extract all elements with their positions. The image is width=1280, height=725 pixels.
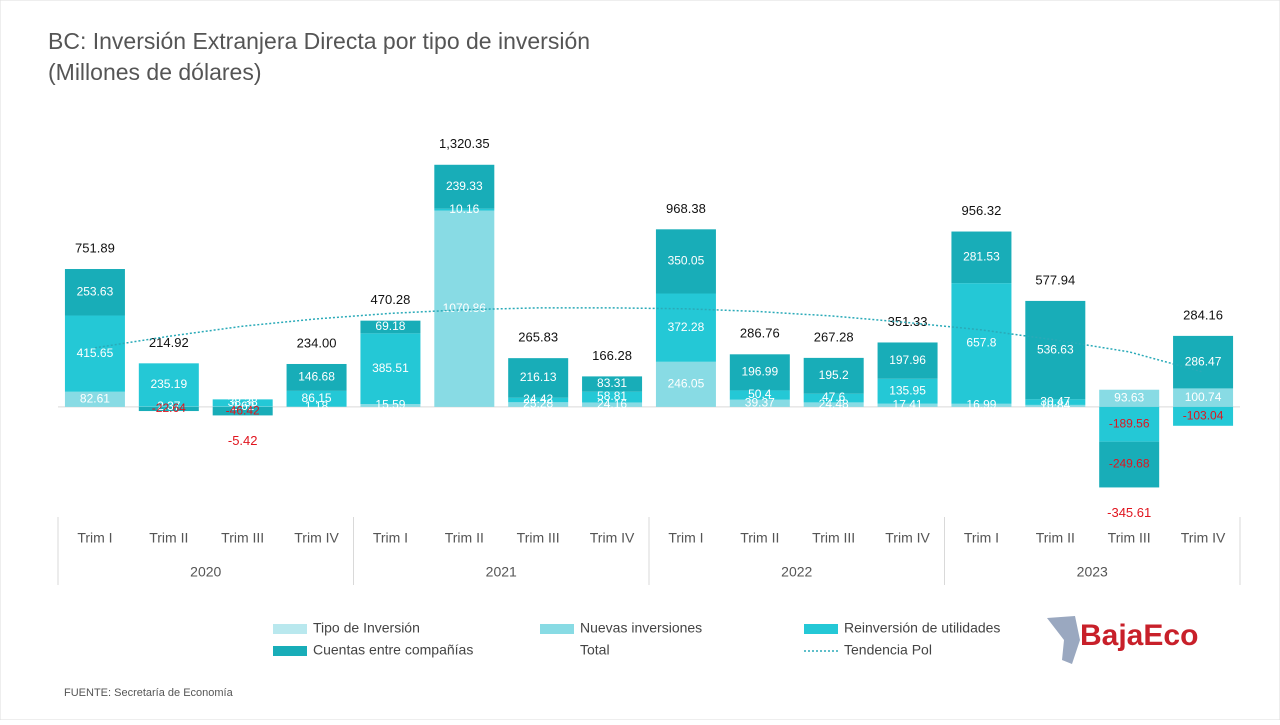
legend-label: Tipo de Inversión bbox=[313, 620, 420, 636]
segment-label: 69.18 bbox=[375, 319, 405, 333]
logo-text: BajaEco bbox=[1080, 619, 1198, 652]
segment-label: 16.99 bbox=[966, 398, 996, 412]
x-tick-label: Trim III bbox=[1108, 530, 1151, 546]
segment-label: 372.28 bbox=[668, 320, 705, 334]
segment-label: 196.99 bbox=[741, 365, 778, 379]
x-tick-label: Trim II bbox=[445, 530, 484, 546]
segment-label: 24.42 bbox=[523, 392, 553, 406]
x-tick-label: Trim I bbox=[964, 530, 999, 546]
segment-label: 216.13 bbox=[520, 370, 557, 384]
group-label: 2022 bbox=[781, 564, 812, 580]
segment-label: -22.64 bbox=[152, 401, 186, 415]
segment-label: 15.59 bbox=[375, 398, 405, 412]
legend-swatch bbox=[273, 624, 307, 634]
total-label: 267.28 bbox=[814, 329, 854, 344]
x-tick-label: Trim III bbox=[221, 530, 264, 546]
total-label: -345.61 bbox=[1107, 505, 1151, 520]
total-label: 1,320.35 bbox=[439, 136, 490, 151]
segment-label: 100.74 bbox=[1185, 390, 1222, 404]
legend-label: Reinversión de utilidades bbox=[844, 620, 1000, 636]
group-label: 2020 bbox=[190, 564, 221, 580]
x-tick-label: Trim II bbox=[1036, 530, 1075, 546]
segment-label: 246.05 bbox=[668, 377, 705, 391]
x-tick-label: Trim II bbox=[740, 530, 779, 546]
segment-label: -249.68 bbox=[1109, 457, 1150, 471]
legend-swatch bbox=[273, 646, 307, 656]
segment-label: -189.56 bbox=[1109, 416, 1150, 430]
segment-label: 17.41 bbox=[893, 397, 923, 411]
total-label: 956.32 bbox=[962, 203, 1002, 218]
total-label: 577.94 bbox=[1035, 272, 1075, 287]
segment-label: 83.31 bbox=[597, 376, 627, 390]
chart-title: BC: Inversión Extranjera Directa por tip… bbox=[48, 28, 590, 54]
segment-label: 58.81 bbox=[597, 389, 627, 403]
segment-label: 536.63 bbox=[1037, 342, 1074, 356]
segment-label: 1070.86 bbox=[443, 301, 487, 315]
x-tick-label: Trim IV bbox=[294, 530, 339, 546]
chart-subtitle: (Millones de dólares) bbox=[48, 59, 261, 85]
total-label: 968.38 bbox=[666, 201, 706, 216]
total-label: 234.00 bbox=[297, 335, 337, 350]
x-tick-label: Trim IV bbox=[590, 530, 635, 546]
x-tick-label: Trim III bbox=[812, 530, 855, 546]
segment-label: 195.2 bbox=[819, 368, 849, 382]
group-label: 2023 bbox=[1077, 564, 1108, 580]
segment-label: 197.96 bbox=[889, 353, 926, 367]
total-label: 286.76 bbox=[740, 326, 780, 341]
segment-label: 253.63 bbox=[77, 284, 114, 298]
legend-label: Cuentas entre compañías bbox=[313, 642, 473, 658]
x-tick-label: Trim IV bbox=[1181, 530, 1226, 546]
segment-label: -46.42 bbox=[226, 403, 260, 417]
segment-label: 30.47 bbox=[1040, 394, 1070, 408]
x-tick-label: Trim I bbox=[373, 530, 408, 546]
segment-label: 286.47 bbox=[1185, 354, 1222, 368]
legend-swatch bbox=[804, 624, 838, 634]
x-tick-label: Trim II bbox=[149, 530, 188, 546]
total-label: 751.89 bbox=[75, 240, 115, 255]
x-tick-label: Trim IV bbox=[885, 530, 930, 546]
total-label: 265.83 bbox=[518, 330, 558, 345]
segment-label: 50.4 bbox=[748, 387, 772, 401]
segment-label: 239.33 bbox=[446, 179, 483, 193]
legend-label: Total bbox=[580, 642, 610, 658]
segment-label: 82.61 bbox=[80, 391, 110, 405]
segment-label: 10.16 bbox=[449, 202, 479, 216]
segment-label: 385.51 bbox=[372, 361, 409, 375]
segment-label: 86.15 bbox=[302, 391, 332, 405]
segment-label: 47.6 bbox=[822, 390, 846, 404]
x-tick-label: Trim I bbox=[77, 530, 112, 546]
segment-label: 93.63 bbox=[1114, 390, 1144, 404]
segment-label: 281.53 bbox=[963, 250, 1000, 264]
legend-label: Tendencia Pol bbox=[844, 642, 932, 658]
segment-label: 235.19 bbox=[150, 377, 187, 391]
total-label: 284.16 bbox=[1183, 307, 1223, 322]
total-label: 470.28 bbox=[371, 292, 411, 307]
total-label: -5.42 bbox=[228, 433, 258, 448]
segment-label: -103.04 bbox=[1183, 409, 1224, 423]
segment-label: 350.05 bbox=[668, 254, 705, 268]
group-label: 2021 bbox=[486, 564, 517, 580]
total-label: 166.28 bbox=[592, 348, 632, 363]
legend-swatch bbox=[540, 624, 574, 634]
legend-label: Nuevas inversiones bbox=[580, 620, 702, 636]
segment-label: 135.95 bbox=[889, 383, 926, 397]
segment-label: 657.8 bbox=[966, 336, 996, 350]
total-label: 214.92 bbox=[149, 335, 189, 350]
source: FUENTE: Secretaría de Economía bbox=[64, 687, 234, 699]
segment-label: 146.68 bbox=[298, 370, 335, 384]
x-tick-label: Trim I bbox=[668, 530, 703, 546]
x-tick-label: Trim III bbox=[517, 530, 560, 546]
